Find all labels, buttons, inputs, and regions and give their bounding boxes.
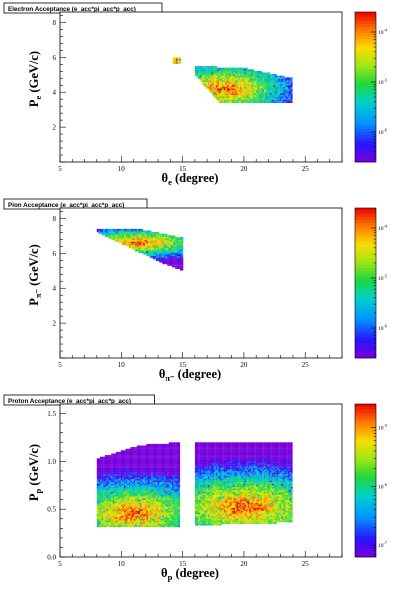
color-bar: 10-4 10-5 10-6 xyxy=(355,208,388,358)
color-bar: 10-4 10-5 10-6 xyxy=(355,12,388,162)
x-tick-label: 5 xyxy=(58,165,62,173)
y-tick-label: 4 xyxy=(53,89,57,97)
y-tick-label: 4 xyxy=(53,285,57,293)
y-tick-label: 1.0 xyxy=(47,458,56,466)
y-tick-label: 6 xyxy=(53,250,57,258)
y-tick-label: 2 xyxy=(53,124,57,132)
x-tick-label: 25 xyxy=(302,560,310,568)
pion-acceptance-panel: Pion Acceptance (e_acc*pi_acc*p_acc) 5 10 1… xyxy=(0,196,400,386)
colorbar-label: 10-5 xyxy=(378,423,387,432)
x-tick-label: 10 xyxy=(118,361,126,369)
y-tick-label: 0.0 xyxy=(47,554,56,562)
colorbar-label: 10-6 xyxy=(378,128,387,137)
x-tick-label: 25 xyxy=(302,165,310,173)
colorbar-label: 10-6 xyxy=(378,482,387,491)
colorbar-label: 10-5 xyxy=(378,78,387,87)
chart-svg: Proton Acceptance (e_acc*pi_acc*p_acc) 5 1… xyxy=(0,392,400,585)
y-tick-label: 2 xyxy=(53,320,57,328)
x-axis-label: θp (degree) xyxy=(161,566,219,582)
x-axis-label: θe (degree) xyxy=(162,171,219,187)
color-bar: 10-5 10-6 10-7 xyxy=(355,404,387,557)
chart-svg: Pion Acceptance (e_acc*pi_acc*p_acc) 5 10 1… xyxy=(0,196,400,386)
chart-title: Proton Acceptance (e_acc*pi_acc*p_acc) xyxy=(4,395,155,405)
y-axis-label: Pπ⁻ (GeV/c) xyxy=(27,244,43,306)
y-axis-label: Pp (GeV/c) xyxy=(27,444,43,501)
chart-svg: Electron Acceptance (e_acc*pi_acc*p_acc)… xyxy=(0,0,400,190)
region-small-spot xyxy=(173,57,181,64)
region-right-block xyxy=(195,442,293,525)
colorbar-label: 10-4 xyxy=(378,224,388,233)
x-tick-label: 5 xyxy=(58,361,62,369)
chart-title: Electron Acceptance (e_acc*pi_acc*p_acc) xyxy=(4,3,162,13)
x-tick-label: 10 xyxy=(118,165,126,173)
x-tick-label: 20 xyxy=(240,165,248,173)
colorbar-label: 10-5 xyxy=(378,274,387,283)
x-tick-label: 20 xyxy=(240,560,248,568)
x-tick-label: 10 xyxy=(118,560,126,568)
colorbar-label: 10-4 xyxy=(378,28,388,37)
y-tick-label: 6 xyxy=(53,54,57,62)
chart-title: Pion Acceptance (e_acc*pi_acc*p_acc) xyxy=(4,199,147,209)
y-tick-label: 8 xyxy=(53,19,57,27)
x-tick-label: 20 xyxy=(240,361,248,369)
y-tick-label: 0.5 xyxy=(47,506,56,514)
electron-acceptance-panel: Electron Acceptance (e_acc*pi_acc*p_acc)… xyxy=(0,0,400,190)
x-tick-label: 5 xyxy=(58,560,62,568)
colorbar-label: 10-6 xyxy=(378,324,387,333)
x-tick-label: 25 xyxy=(302,361,310,369)
proton-acceptance-panel: Proton Acceptance (e_acc*pi_acc*p_acc) 5 1… xyxy=(0,392,400,585)
y-axis-label: Pe (GeV/c) xyxy=(27,51,43,107)
y-tick-label: 8 xyxy=(53,215,57,223)
x-axis-label: θπ⁻ (degree) xyxy=(159,367,221,383)
y-tick-label: 1.5 xyxy=(47,410,56,418)
plot-frame xyxy=(60,12,342,162)
colorbar-label: 10-7 xyxy=(378,541,387,550)
